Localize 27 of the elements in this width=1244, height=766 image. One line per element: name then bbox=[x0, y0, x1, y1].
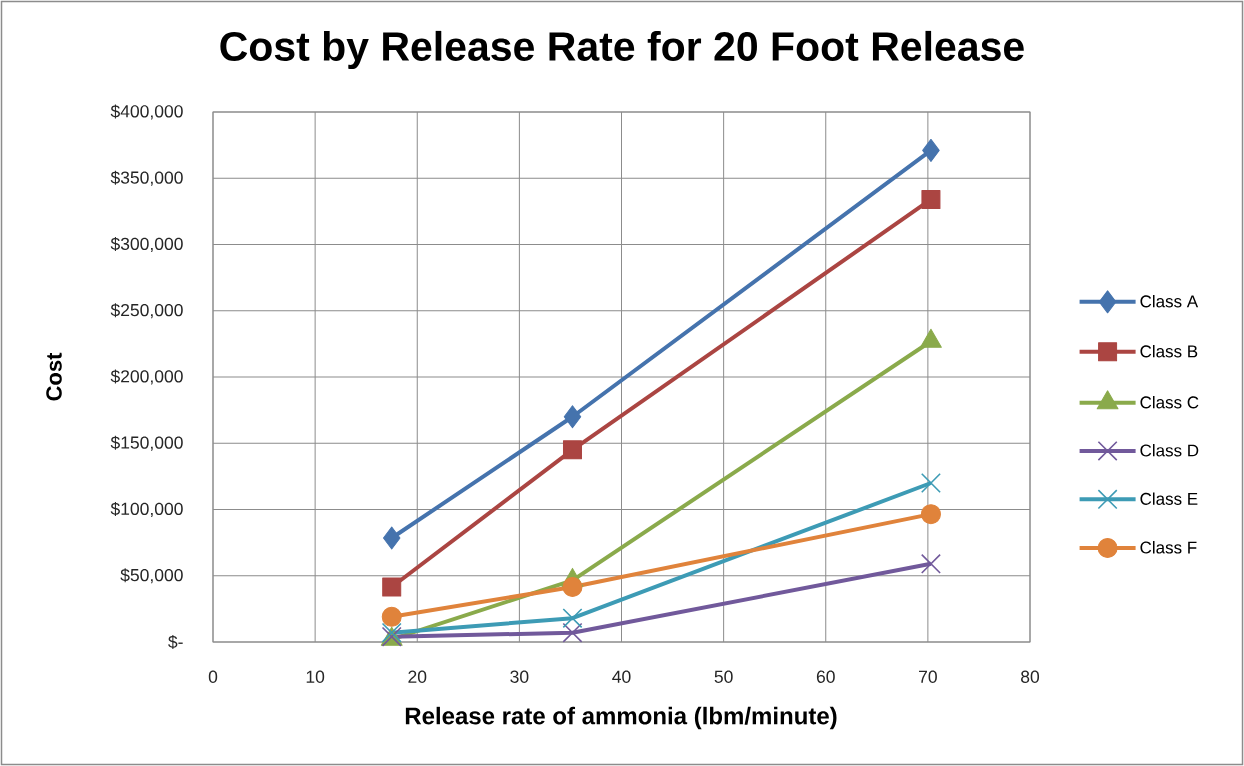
x-tick-label: 80 bbox=[1021, 670, 1040, 683]
y-tick-label: $100,000 bbox=[110, 501, 183, 518]
x-axis-title: Release rate of ammonia (lbm/minute) bbox=[405, 706, 837, 730]
chart-title: Cost by Release Rate for 20 Foot Release bbox=[220, 30, 1024, 70]
legend-label: Class C bbox=[1140, 395, 1199, 409]
x-tick-label: 20 bbox=[408, 670, 427, 683]
x-tick-label: 50 bbox=[714, 670, 733, 683]
legend-label: Class D bbox=[1140, 444, 1199, 457]
legend-label: Class F bbox=[1140, 541, 1197, 554]
x-tick-label: 30 bbox=[510, 670, 529, 683]
y-tick-label: $400,000 bbox=[110, 104, 183, 120]
y-tick-label: $- bbox=[168, 634, 183, 650]
x-tick-label: 70 bbox=[919, 670, 937, 683]
x-tick-label: 40 bbox=[612, 670, 631, 683]
y-axis-title: Cost bbox=[46, 352, 62, 401]
legend-label: Class A bbox=[1140, 294, 1199, 308]
y-tick-label: $250,000 bbox=[110, 303, 183, 319]
legend-label: Class B bbox=[1140, 344, 1198, 358]
y-tick-label: $300,000 bbox=[110, 236, 183, 253]
y-tick-label: $50,000 bbox=[120, 568, 183, 584]
y-tick-label: $150,000 bbox=[110, 435, 183, 451]
x-tick-label: 60 bbox=[816, 670, 835, 683]
x-tick-label: 0 bbox=[208, 670, 218, 683]
y-tick-label: $350,000 bbox=[110, 170, 183, 186]
legend-label: Class E bbox=[1140, 492, 1198, 505]
y-tick-label: $200,000 bbox=[110, 369, 183, 385]
x-tick-label: 10 bbox=[306, 670, 325, 683]
